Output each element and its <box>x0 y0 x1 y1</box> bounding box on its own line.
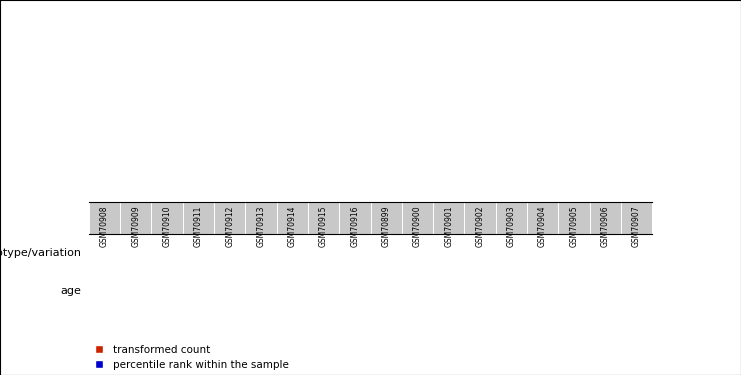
Bar <box>316 117 331 234</box>
Text: 6 mo: 6 mo <box>591 285 619 296</box>
Bar <box>370 234 652 272</box>
Bar <box>472 229 488 234</box>
Bar <box>535 215 551 234</box>
Point <box>380 96 392 102</box>
Text: 2 mo: 2 mo <box>403 285 431 296</box>
Text: GSM70912: GSM70912 <box>225 205 234 247</box>
Bar <box>89 272 183 309</box>
Bar <box>159 78 175 234</box>
Text: GSM70916: GSM70916 <box>350 205 359 247</box>
Text: 4 mo: 4 mo <box>497 285 525 296</box>
Text: GSM70905: GSM70905 <box>569 205 579 247</box>
Text: GSM70915: GSM70915 <box>319 205 328 247</box>
Text: wild type: wild type <box>205 248 255 258</box>
Point <box>631 142 642 148</box>
Bar <box>89 234 370 272</box>
Text: GSM70914: GSM70914 <box>288 205 297 247</box>
Text: age: age <box>61 285 82 296</box>
Point <box>286 30 298 36</box>
Point <box>193 38 205 44</box>
Point <box>505 164 517 170</box>
Text: GSM70906: GSM70906 <box>601 205 610 247</box>
Point <box>349 30 361 36</box>
Text: GSM70909: GSM70909 <box>131 205 140 247</box>
Bar <box>253 104 269 234</box>
Text: 4 mo: 4 mo <box>216 285 244 296</box>
Text: GSM70903: GSM70903 <box>507 205 516 247</box>
Point <box>536 152 548 158</box>
Point <box>411 142 423 148</box>
Bar <box>190 78 206 234</box>
Point <box>474 166 486 172</box>
Text: GSM70904: GSM70904 <box>538 205 547 247</box>
Bar <box>183 272 276 309</box>
Bar <box>503 226 519 234</box>
Text: rpe65 knockout: rpe65 knockout <box>468 248 555 258</box>
Bar <box>597 203 613 234</box>
Bar <box>628 213 644 234</box>
Point <box>224 30 236 36</box>
Text: GSM70900: GSM70900 <box>413 205 422 247</box>
Point <box>599 111 611 117</box>
Point <box>162 30 173 36</box>
Text: GSM70908: GSM70908 <box>100 205 109 247</box>
Point <box>130 75 142 81</box>
Bar <box>276 272 370 309</box>
Bar <box>285 97 300 234</box>
Bar <box>410 194 425 234</box>
Bar <box>441 221 456 234</box>
Text: genotype/variation: genotype/variation <box>0 248 82 258</box>
Text: GSM70902: GSM70902 <box>476 205 485 247</box>
Point <box>99 30 110 36</box>
Bar <box>370 272 465 309</box>
Text: 6 mo: 6 mo <box>310 285 338 296</box>
Text: 2 mo: 2 mo <box>122 285 150 296</box>
Text: GSM70913: GSM70913 <box>256 205 265 247</box>
Title: GDS1647 / 1438975_x_at: GDS1647 / 1438975_x_at <box>282 11 459 25</box>
Bar <box>347 118 362 234</box>
Bar <box>566 215 582 234</box>
Point <box>443 152 455 158</box>
Bar <box>379 211 394 234</box>
Point <box>255 30 267 36</box>
Bar <box>465 272 558 309</box>
Text: GSM70901: GSM70901 <box>444 205 453 247</box>
Bar <box>97 130 113 234</box>
Bar <box>222 151 238 234</box>
Text: GSM70899: GSM70899 <box>382 205 391 247</box>
Point <box>568 142 579 148</box>
Text: GSM70910: GSM70910 <box>162 205 172 247</box>
Text: GSM70907: GSM70907 <box>632 205 641 247</box>
Bar <box>128 172 144 234</box>
Point <box>318 30 330 36</box>
Bar <box>558 272 652 309</box>
Text: GSM70911: GSM70911 <box>194 205 203 247</box>
Legend: transformed count, percentile rank within the sample: transformed count, percentile rank withi… <box>94 345 289 370</box>
